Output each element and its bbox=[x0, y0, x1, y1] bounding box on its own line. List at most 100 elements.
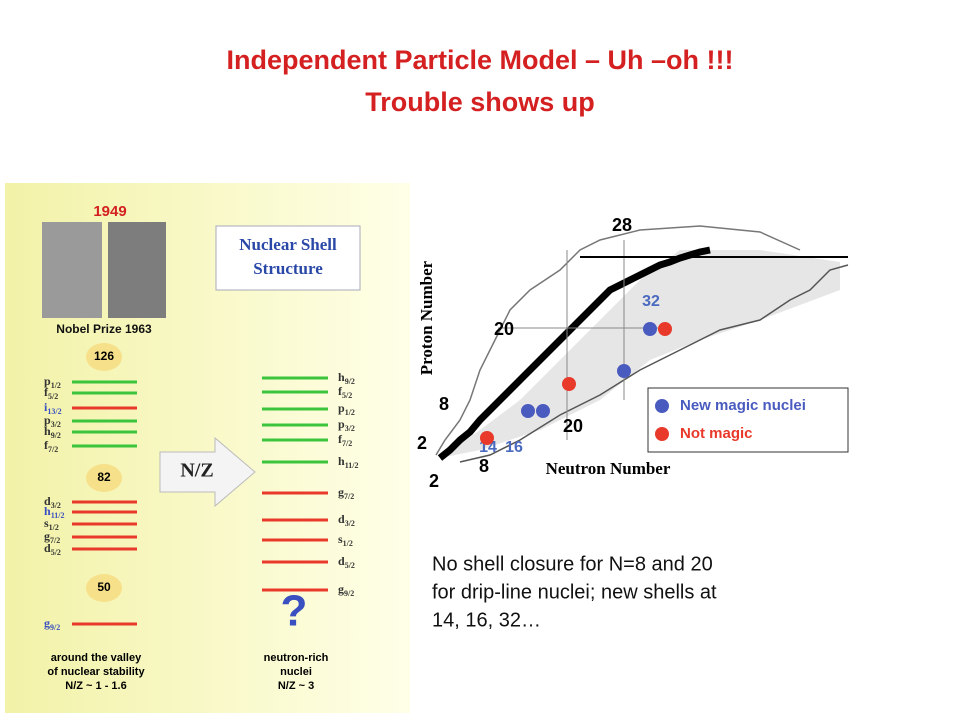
arrow-label: N/Z bbox=[180, 460, 213, 482]
level-label: p1/2 bbox=[44, 374, 61, 390]
j: 9/2 bbox=[344, 589, 354, 598]
neutron-magic: 8 bbox=[479, 456, 489, 476]
orbital: f bbox=[44, 438, 49, 452]
orbital: p bbox=[338, 401, 345, 415]
level-label: s1/2 bbox=[338, 532, 353, 548]
new-magic-dot bbox=[536, 404, 550, 418]
new-magic: 16 bbox=[505, 439, 523, 456]
level-label: f5/2 bbox=[44, 385, 58, 401]
magic-circle bbox=[86, 464, 122, 492]
arrow bbox=[159, 436, 256, 508]
j: 13/2 bbox=[47, 407, 61, 416]
orbital: f bbox=[338, 432, 343, 446]
photo bbox=[108, 222, 166, 318]
j: 3/2 bbox=[51, 501, 61, 510]
legend-dot bbox=[655, 427, 669, 441]
orbital: f bbox=[338, 384, 343, 398]
magic-circle bbox=[86, 343, 122, 371]
j: 5/2 bbox=[51, 548, 61, 557]
legend-box bbox=[647, 387, 849, 453]
level-label: p3/2 bbox=[338, 417, 355, 433]
orbital: h bbox=[44, 504, 51, 518]
orbital: g bbox=[44, 529, 50, 543]
banner: Structure bbox=[253, 259, 323, 278]
proton-magic: 28 bbox=[612, 215, 632, 235]
level-label: g7/2 bbox=[338, 485, 354, 501]
new-magic-dot bbox=[521, 404, 535, 418]
level-label: h9/2 bbox=[338, 370, 355, 386]
proton-magic: 8 bbox=[439, 394, 449, 414]
drip-line bbox=[459, 264, 849, 463]
level-label: h9/2 bbox=[44, 424, 61, 440]
not-magic-dot bbox=[480, 431, 494, 445]
orbital: g bbox=[44, 616, 50, 630]
level-label: g7/2 bbox=[44, 529, 60, 545]
banner-box bbox=[215, 225, 361, 291]
level-label: g9/2 bbox=[44, 616, 60, 632]
j: 9/2 bbox=[51, 431, 61, 440]
not-magic-dot bbox=[562, 377, 576, 391]
orbital: f bbox=[44, 385, 49, 399]
new-magic: 32 bbox=[642, 293, 660, 310]
caption-line: for drip-line nuclei; new shells at bbox=[432, 581, 717, 603]
level-label: d5/2 bbox=[44, 541, 61, 557]
level-label: f7/2 bbox=[44, 438, 58, 454]
new-magic-dot bbox=[617, 364, 631, 378]
level-label: s1/2 bbox=[44, 516, 59, 532]
y-label: Proton Number bbox=[417, 260, 436, 375]
j: 7/2 bbox=[50, 536, 60, 545]
caption: N/Z ~ 3 bbox=[278, 680, 314, 692]
caption: nuclei bbox=[280, 666, 312, 678]
new-magic-dot bbox=[643, 322, 657, 336]
j: 9/2 bbox=[345, 377, 355, 386]
neutron-magic: 20 bbox=[563, 416, 583, 436]
orbital: d bbox=[44, 494, 51, 508]
orbital: s bbox=[338, 532, 343, 546]
orbital: p bbox=[44, 413, 51, 427]
j: 11/2 bbox=[51, 511, 65, 520]
orbital: h bbox=[338, 454, 345, 468]
banner: Nuclear Shell bbox=[239, 235, 337, 254]
orbital: d bbox=[44, 541, 51, 555]
j: 9/2 bbox=[50, 623, 60, 632]
legend-label: Not magic bbox=[680, 425, 753, 442]
orbital: h bbox=[44, 424, 51, 438]
caption: of nuclear stability bbox=[47, 666, 145, 678]
magic-number: 82 bbox=[97, 470, 111, 484]
orbital: d bbox=[338, 554, 345, 568]
caption-line: 14, 16, 32… bbox=[432, 609, 541, 631]
magic-number: 126 bbox=[94, 349, 114, 363]
not-magic-dot bbox=[658, 322, 672, 336]
prize: Nobel Prize 1963 bbox=[56, 322, 152, 336]
year: 1949 bbox=[93, 203, 126, 220]
orbital: g bbox=[338, 485, 344, 499]
j: 7/2 bbox=[344, 492, 354, 501]
orbital: p bbox=[338, 417, 345, 431]
neutron-magic: 2 bbox=[429, 471, 439, 491]
j: 3/2 bbox=[345, 519, 355, 528]
level-label: p1/2 bbox=[338, 401, 355, 417]
x-label: Neutron Number bbox=[546, 459, 671, 478]
title: Trouble shows up bbox=[365, 87, 595, 117]
level-label: f5/2 bbox=[338, 384, 352, 400]
j: 7/2 bbox=[48, 445, 58, 454]
legend-dot bbox=[655, 399, 669, 413]
caption-line: No shell closure for N=8 and 20 bbox=[432, 553, 713, 575]
j: 5/2 bbox=[345, 561, 355, 570]
j: 1/2 bbox=[49, 523, 59, 532]
orbital: g bbox=[338, 582, 344, 596]
level-label: f7/2 bbox=[338, 432, 352, 448]
legend-label: New magic nuclei bbox=[680, 397, 806, 414]
caption: N/Z ~ 1 - 1.6 bbox=[65, 680, 126, 692]
orbital: h bbox=[338, 370, 345, 384]
j: 5/2 bbox=[342, 391, 352, 400]
title: Independent Particle Model – Uh –oh !!! bbox=[226, 45, 733, 75]
j: 1/2 bbox=[343, 539, 353, 548]
j: 7/2 bbox=[342, 439, 352, 448]
j: 3/2 bbox=[51, 420, 61, 429]
level-label: h11/2 bbox=[44, 504, 64, 520]
j: 3/2 bbox=[345, 424, 355, 433]
j: 1/2 bbox=[51, 381, 61, 390]
